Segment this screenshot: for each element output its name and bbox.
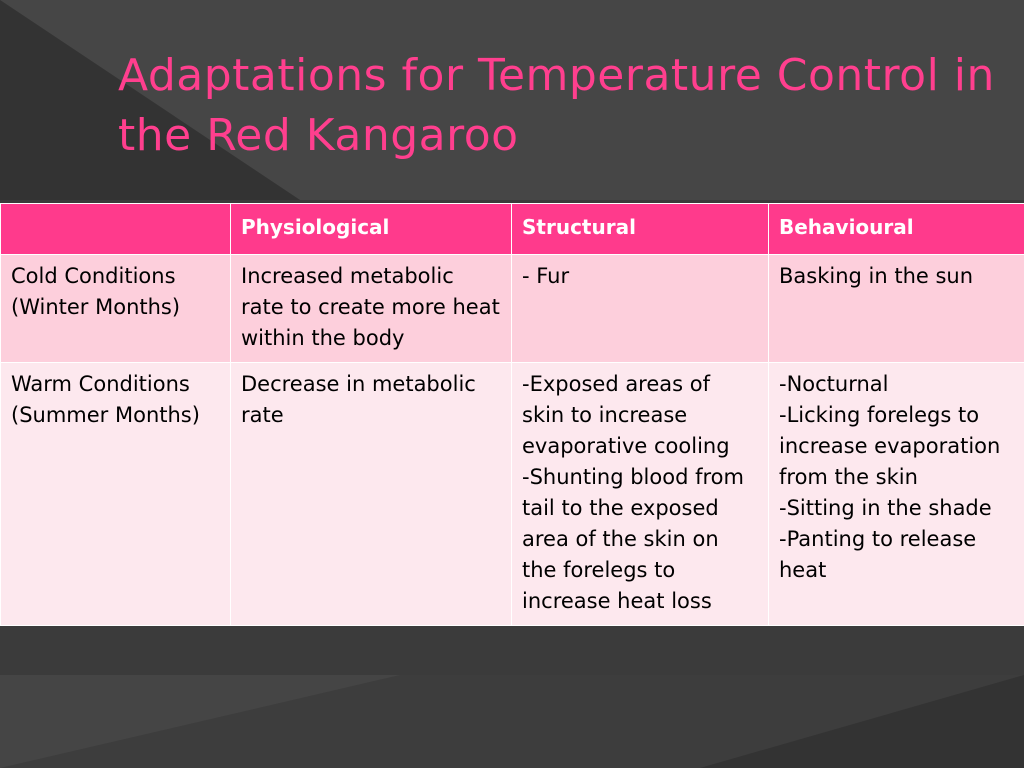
cell-condition: Cold Conditions (Winter Months) xyxy=(0,254,231,363)
adaptations-table: Physiological Structural Behavioural Col… xyxy=(0,203,1024,626)
header-empty-cell xyxy=(0,203,231,255)
table-row-warm: Warm Conditions (Summer Months) Decrease… xyxy=(0,362,1024,626)
cell-behavioural: -Nocturnal -Licking forelegs to increase… xyxy=(768,362,1024,626)
cell-behavioural: Basking in the sun xyxy=(768,254,1024,363)
header-behavioural: Behavioural xyxy=(768,203,1024,255)
cell-structural: -Exposed areas of skin to increase evapo… xyxy=(511,362,769,626)
header-physiological: Physiological xyxy=(230,203,512,255)
cell-physiological: Decrease in metabolic rate xyxy=(230,362,512,626)
table-row-cold: Cold Conditions (Winter Months) Increase… xyxy=(0,254,1024,363)
header-structural: Structural xyxy=(511,203,769,255)
cell-physiological: Increased metabolic rate to create more … xyxy=(230,254,512,363)
slide-title: Adaptations for Temperature Control in t… xyxy=(118,50,995,161)
cell-structural: - Fur xyxy=(511,254,769,363)
table-header-row: Physiological Structural Behavioural xyxy=(0,203,1024,255)
cell-condition: Warm Conditions (Summer Months) xyxy=(0,362,231,626)
